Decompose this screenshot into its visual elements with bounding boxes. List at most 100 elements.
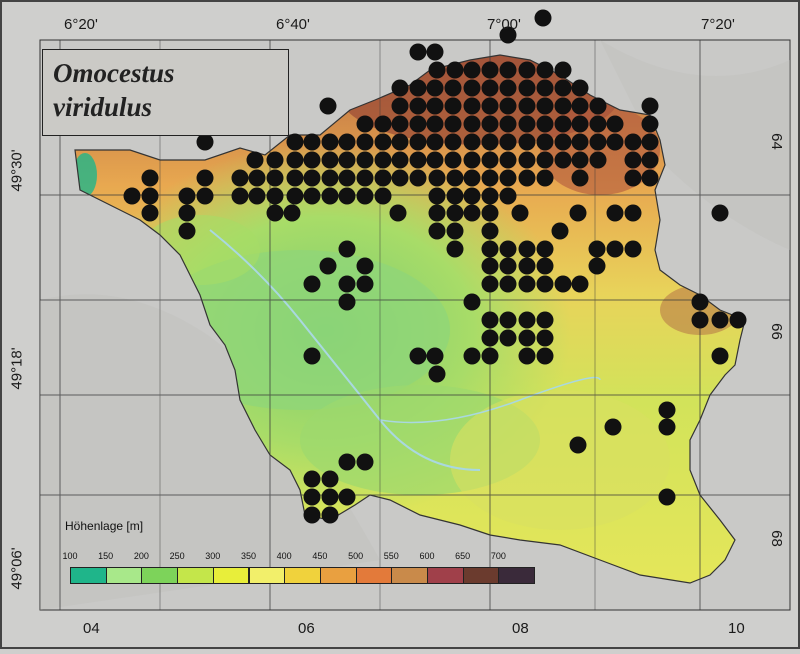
occurrence-dot	[589, 97, 607, 115]
occurrence-dot	[409, 43, 427, 61]
legend-tick-label: 200	[133, 551, 149, 561]
occurrence-dot	[196, 187, 214, 205]
legend-tick-label: 500	[348, 551, 364, 561]
occurrence-dot	[658, 488, 676, 506]
occurrence-dot	[571, 97, 589, 115]
occurrence-dot	[536, 133, 554, 151]
legend-tick-label: 450	[312, 551, 328, 561]
legend-swatch	[284, 567, 321, 584]
occurrence-dot	[428, 222, 446, 240]
occurrence-dot	[303, 488, 321, 506]
occurrence-dot	[428, 204, 446, 222]
occurrence-dot	[571, 79, 589, 97]
occurrence-dot	[319, 257, 337, 275]
occurrence-dot	[551, 222, 569, 240]
occurrence-dot	[499, 97, 517, 115]
occurrence-dot	[641, 151, 659, 169]
occurrence-dot	[266, 151, 284, 169]
occurrence-dot	[499, 133, 517, 151]
legend-tick-label: 400	[276, 551, 292, 561]
occurrence-dot	[711, 311, 729, 329]
occurrence-dot	[444, 133, 462, 151]
species-epithet: viridulus	[53, 92, 153, 122]
occurrence-dot	[658, 401, 676, 419]
occurrence-dot	[711, 204, 729, 222]
occurrence-dot	[624, 133, 642, 151]
occurrence-dot	[641, 115, 659, 133]
occurrence-dot	[481, 204, 499, 222]
occurrence-dot	[303, 470, 321, 488]
occurrence-dot	[481, 97, 499, 115]
occurrence-dot	[481, 151, 499, 169]
occurrence-dot	[463, 169, 481, 187]
occurrence-dot	[444, 151, 462, 169]
occurrence-dot	[481, 240, 499, 258]
occurrence-dot	[641, 169, 659, 187]
occurrence-dot	[589, 115, 607, 133]
legend-swatch	[70, 567, 107, 584]
occurrence-dot	[409, 151, 427, 169]
coord-bottom-10: 10	[728, 620, 745, 637]
occurrence-dot	[389, 204, 407, 222]
occurrence-dot	[606, 133, 624, 151]
occurrence-dot	[499, 61, 517, 79]
occurrence-dot	[624, 204, 642, 222]
occurrence-dot	[178, 222, 196, 240]
occurrence-dot	[536, 151, 554, 169]
occurrence-dot	[141, 187, 159, 205]
occurrence-dot	[518, 61, 536, 79]
occurrence-dot	[481, 347, 499, 365]
hillshade-outside	[40, 40, 790, 610]
occurrence-dot	[428, 169, 446, 187]
occurrence-dot	[554, 275, 572, 293]
occurrence-dot	[426, 97, 444, 115]
species-title-box: Omocestus viridulus	[42, 49, 289, 136]
legend-title: Höhenlage [m]	[65, 519, 144, 533]
legend-tick-label: 250	[169, 551, 185, 561]
occurrence-dot	[338, 133, 356, 151]
occurrence-dot	[248, 187, 266, 205]
occurrence-points	[123, 9, 747, 524]
occurrence-dot	[463, 115, 481, 133]
occurrence-dot	[624, 240, 642, 258]
occurrence-dot	[426, 151, 444, 169]
occurrence-dot	[338, 293, 356, 311]
occurrence-dot	[444, 97, 462, 115]
occurrence-dot	[426, 133, 444, 151]
coord-top-7-00: 7°00'	[487, 16, 521, 33]
occurrence-dot	[409, 97, 427, 115]
occurrence-dot	[286, 187, 304, 205]
occurrence-dot	[536, 97, 554, 115]
occurrence-dot	[266, 187, 284, 205]
occurrence-dot	[266, 204, 284, 222]
occurrence-dot	[391, 79, 409, 97]
occurrence-dot	[589, 133, 607, 151]
occurrence-dot	[481, 275, 499, 293]
occurrence-dot	[534, 9, 552, 27]
occurrence-dot	[446, 169, 464, 187]
legend-tick-label: 700	[490, 551, 506, 561]
occurrence-dot	[321, 151, 339, 169]
occurrence-dot	[518, 240, 536, 258]
occurrence-dot	[321, 133, 339, 151]
legend-swatch	[462, 567, 500, 584]
occurrence-dot	[321, 169, 339, 187]
occurrence-dot	[196, 133, 214, 151]
occurrence-dot	[196, 169, 214, 187]
occurrence-dot	[571, 115, 589, 133]
occurrence-dot	[536, 169, 554, 187]
coord-right-66: 66	[767, 323, 785, 340]
occurrence-dot	[571, 133, 589, 151]
occurrence-dot	[303, 187, 321, 205]
occurrence-dot	[624, 151, 642, 169]
occurrence-dot	[409, 115, 427, 133]
occurrence-dot	[409, 169, 427, 187]
occurrence-dot	[536, 61, 554, 79]
occurrence-dot	[409, 133, 427, 151]
occurrence-dot	[554, 133, 572, 151]
occurrence-dot	[481, 61, 499, 79]
occurrence-dot	[536, 311, 554, 329]
occurrence-dot	[391, 115, 409, 133]
occurrence-dot	[588, 257, 606, 275]
